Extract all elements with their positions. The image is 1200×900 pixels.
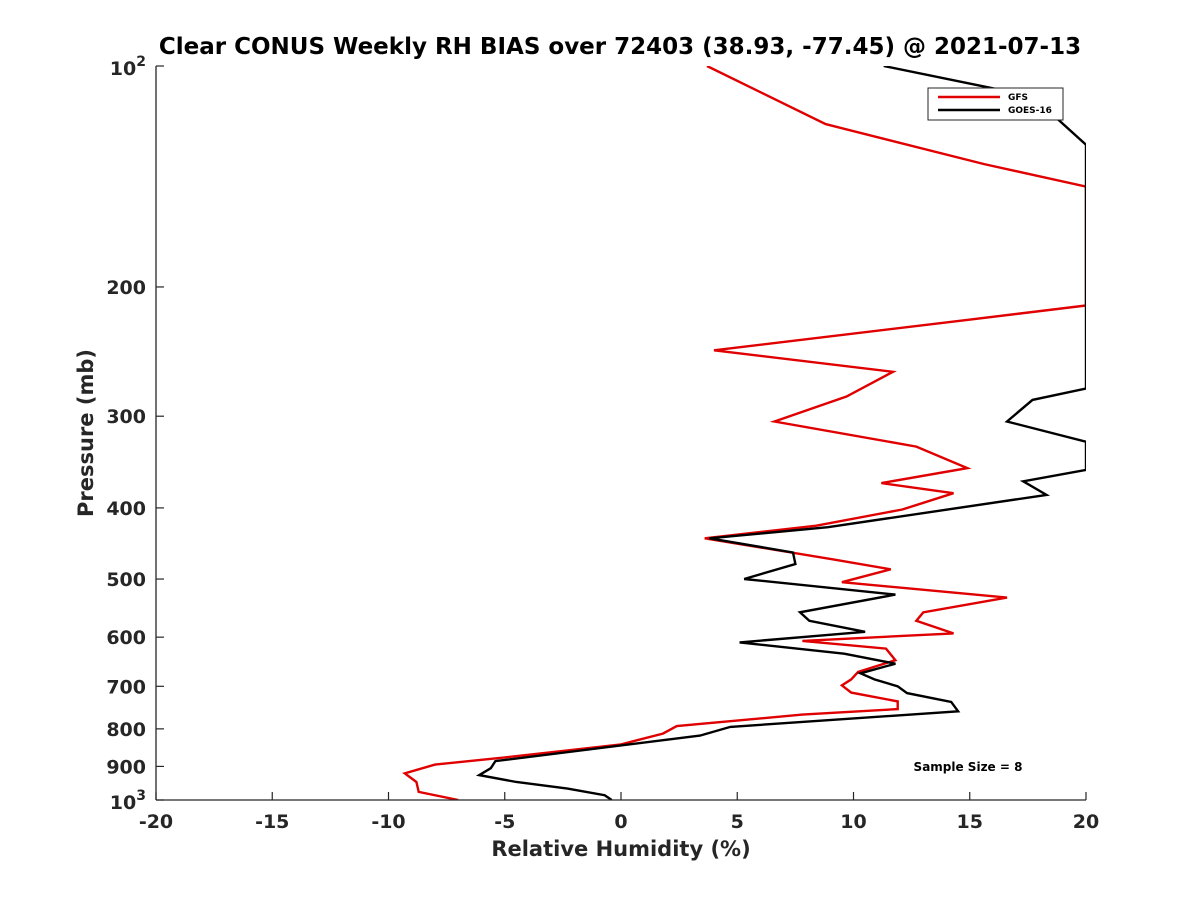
y-tick-exponent: 3 [136,788,146,804]
y-tick-label: 800 [106,719,146,741]
y-tick-base: 10 [110,58,136,80]
y-tick-label: 102 [110,54,146,80]
y-tick-label: 200 [106,277,146,299]
y-tick-exponent: 2 [136,54,146,70]
x-tick-label: -15 [255,811,289,833]
series-layer [402,66,1086,800]
legend-label: GOES-16 [1008,106,1052,116]
series-line-gfs [402,66,1086,800]
y-tick-label: 700 [106,676,146,698]
y-tick-label: 900 [106,756,146,778]
y-tick-label: 103 [110,788,146,814]
sample-size-annotation: Sample Size = 8 [914,760,1023,774]
y-tick-label: 300 [106,406,146,428]
y-tick-label: 500 [106,569,146,591]
y-tick-base: 10 [110,792,136,814]
legend: GFS GOES-16 [927,87,1064,121]
x-axis-label: Relative Humidity (%) [491,837,750,861]
x-tick-label: 10 [840,811,866,833]
x-tick-label: 5 [731,811,744,833]
x-tick-label: 20 [1073,811,1099,833]
x-tick-label: -20 [139,811,173,833]
x-tick-label: 0 [614,811,627,833]
y-axis-label: Pressure (mb) [74,349,98,517]
axes-layer: -20 -15 -10 -5 0 5 10 15 20102200300400500600700… [106,54,1099,833]
chart-title: Clear CONUS Weekly RH BIAS over 72403 (3… [159,34,1081,60]
legend-label: GFS [1008,93,1028,103]
legend-box [927,87,1064,121]
x-tick-label: -5 [494,811,515,833]
y-tick-label: 400 [106,498,146,520]
y-tick-label: 600 [106,627,146,649]
x-tick-label: 15 [957,811,983,833]
x-tick-label: -10 [371,811,405,833]
series-line-goes-16 [475,66,1086,800]
